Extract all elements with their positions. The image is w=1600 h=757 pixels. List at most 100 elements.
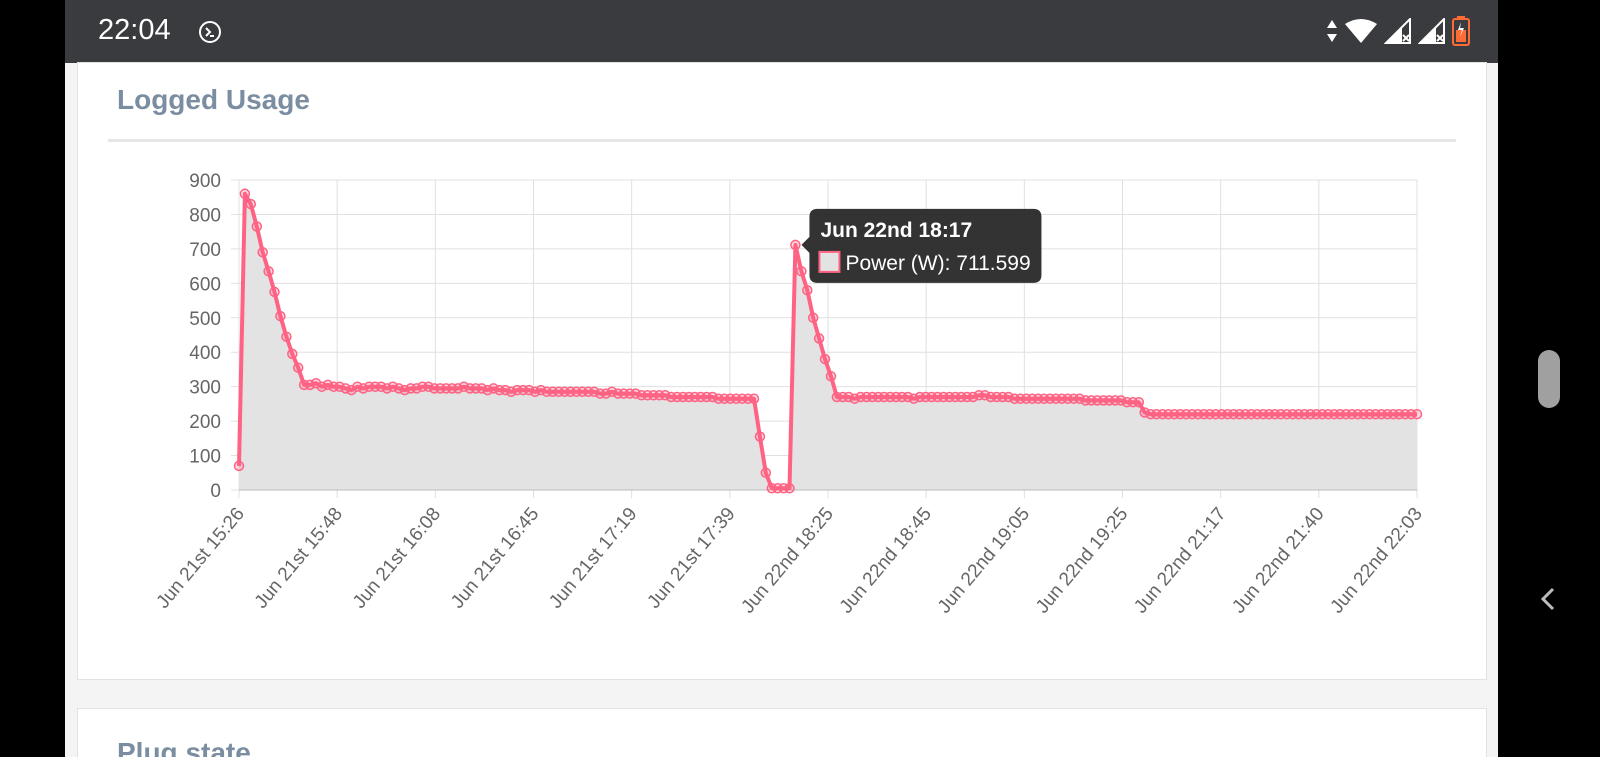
data-point[interactable] xyxy=(233,460,245,472)
tooltip-title: Jun 22nd 18:17 xyxy=(820,219,972,242)
x-tick-label: Jun 22nd 19:25 xyxy=(1032,504,1132,618)
y-tick-label: 600 xyxy=(189,274,221,295)
tooltip-color-swatch xyxy=(818,250,841,273)
x-tick-label: Jun 22nd 21:40 xyxy=(1228,504,1328,618)
data-point[interactable] xyxy=(967,391,979,403)
data-point[interactable] xyxy=(358,383,369,394)
data-point[interactable] xyxy=(796,266,807,277)
card-title: Logged Usage xyxy=(117,84,310,115)
data-point[interactable] xyxy=(819,353,831,365)
card-title-plug-state: Plug state xyxy=(117,737,251,757)
data-point[interactable] xyxy=(802,284,813,296)
data-arrows-icon xyxy=(1327,20,1337,42)
data-point[interactable] xyxy=(411,383,422,394)
svg-text:4: 4 xyxy=(1366,31,1373,44)
logged-usage-card: Logged Usage 0 100 200 300 400 500 600 700 800 90… xyxy=(77,62,1487,680)
data-point[interactable] xyxy=(482,384,493,396)
y-tick-label: 700 xyxy=(189,240,221,261)
data-point[interactable] xyxy=(381,383,393,394)
x-tick-label: Jun 21st 15:48 xyxy=(251,504,347,613)
signal-x-icon xyxy=(1384,18,1411,44)
battery-icon xyxy=(1452,16,1470,46)
y-tick-label: 100 xyxy=(189,447,221,468)
phone-screen: 22:04 4 xyxy=(65,0,1498,757)
data-point[interactable] xyxy=(630,388,641,399)
data-point[interactable] xyxy=(251,221,263,232)
status-bar: 22:04 4 xyxy=(65,0,1498,63)
data-point[interactable] xyxy=(393,383,405,394)
usage-chart: 0 100 200 300 400 500 600 700 800 900 Jun 21st 15:… xyxy=(153,171,1427,618)
data-point[interactable] xyxy=(423,381,434,392)
x-tick-label: Jun 22nd 22:03 xyxy=(1327,504,1427,618)
x-tick-label: Jun 22nd 21:17 xyxy=(1130,504,1230,618)
x-tick-label: Jun 22nd 19:05 xyxy=(934,504,1034,618)
data-point[interactable] xyxy=(1115,395,1127,406)
data-point[interactable] xyxy=(269,286,280,298)
data-point[interactable] xyxy=(790,239,801,251)
data-point[interactable] xyxy=(281,331,292,342)
data-point[interactable] xyxy=(506,386,517,398)
data-point[interactable] xyxy=(535,384,547,396)
data-point[interactable] xyxy=(588,386,600,398)
x-tick-label: Jun 21st 15:26 xyxy=(153,504,249,613)
scrollbar-thumb[interactable] xyxy=(1538,350,1560,408)
data-point[interactable] xyxy=(813,333,825,344)
card-divider xyxy=(108,139,1456,142)
data-point[interactable] xyxy=(452,383,464,394)
data-point[interactable] xyxy=(292,362,304,373)
y-tick-label: 200 xyxy=(189,412,221,433)
area-fill xyxy=(239,193,1417,491)
data-point[interactable] xyxy=(784,483,795,494)
data-point[interactable] xyxy=(1411,408,1423,420)
data-point[interactable] xyxy=(387,381,399,392)
signal-x-icon xyxy=(1418,18,1445,44)
x-tick-label: Jun 21st 16:08 xyxy=(349,504,445,613)
x-tick-label: Jun 22nd 18:45 xyxy=(836,504,936,618)
data-point[interactable] xyxy=(523,384,535,396)
data-point[interactable] xyxy=(825,371,837,382)
data-point[interactable] xyxy=(748,393,760,404)
data-point[interactable] xyxy=(807,312,819,324)
y-tick-label: 800 xyxy=(189,205,221,226)
data-point[interactable] xyxy=(257,247,268,258)
data-point[interactable] xyxy=(287,348,298,360)
data-point[interactable] xyxy=(754,431,766,442)
data-point[interactable] xyxy=(275,310,286,322)
data-point[interactable] xyxy=(760,467,772,479)
data-point[interactable] xyxy=(843,391,854,403)
x-tick-label: Jun 21st 17:39 xyxy=(643,504,739,613)
y-tick-label: 900 xyxy=(189,171,221,192)
data-point[interactable] xyxy=(529,386,541,398)
data-point[interactable] xyxy=(263,266,274,277)
data-point[interactable] xyxy=(500,384,511,396)
tooltip-box xyxy=(801,208,1042,283)
chevron-left-icon[interactable] xyxy=(1536,586,1562,612)
tooltip-value: Power (W): 711.599 xyxy=(845,252,1030,275)
data-point[interactable] xyxy=(1139,407,1150,418)
data-point[interactable] xyxy=(902,391,914,403)
data-point[interactable] xyxy=(600,388,612,399)
x-tick-label: Jun 22nd 18:25 xyxy=(738,504,838,618)
data-point[interactable] xyxy=(316,381,328,392)
data-point[interactable] xyxy=(476,383,487,394)
plug-state-card: Plug state xyxy=(77,708,1487,757)
data-point[interactable] xyxy=(979,390,991,401)
data-point[interactable] xyxy=(352,381,363,392)
data-point[interactable] xyxy=(659,390,671,401)
x-tick-label: Jun 21st 17:19 xyxy=(545,504,641,613)
y-tick-label: 300 xyxy=(189,378,221,399)
status-icons: 4 xyxy=(1326,16,1470,46)
data-point[interactable] xyxy=(707,391,718,403)
data-point[interactable] xyxy=(322,379,334,391)
y-tick-label: 500 xyxy=(189,309,221,330)
data-point[interactable] xyxy=(1133,396,1145,408)
data-point[interactable] xyxy=(239,188,251,200)
chart-tooltip: Jun 22nd 18:17 Power (W): 711.599 xyxy=(801,208,1042,283)
data-point[interactable] xyxy=(1074,393,1085,404)
terminal-icon xyxy=(199,21,221,43)
data-point[interactable] xyxy=(245,198,257,210)
data-point[interactable] xyxy=(375,381,387,392)
status-time: 22:04 xyxy=(98,14,171,46)
data-point[interactable] xyxy=(340,383,351,394)
x-tick-label: Jun 21st 16:45 xyxy=(447,504,543,613)
